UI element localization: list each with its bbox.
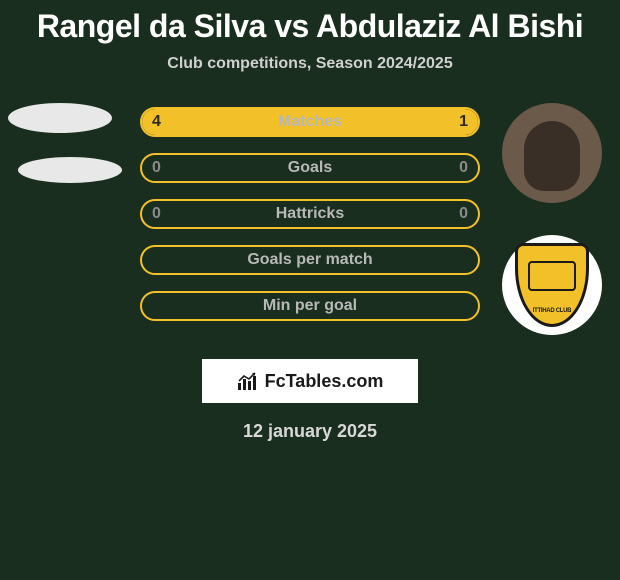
page-title: Rangel da Silva vs Abdulaziz Al Bishi [0, 0, 620, 45]
bar-label: Goals per match [142, 247, 478, 273]
bar-label: Hattricks [142, 201, 478, 227]
player-left-avatar [8, 103, 112, 133]
player-left-club-logo [18, 157, 122, 183]
comparison-chart: Matches41Goals00Hattricks00Goals per mat… [0, 103, 620, 353]
bar-value-left: 0 [152, 155, 161, 181]
page-subtitle: Club competitions, Season 2024/2025 [0, 55, 620, 73]
bar-value-right: 0 [459, 201, 468, 227]
bar-row: Goals0 0 [140, 153, 480, 183]
chart-icon [237, 371, 259, 391]
player-right-club-logo [502, 235, 602, 335]
fctables-logo: FcTables.com [202, 359, 418, 403]
bar-row: Goals per match [140, 245, 480, 275]
bar-row: Matches4 1 [140, 107, 480, 137]
player-right-avatar [502, 103, 602, 203]
bars-container: Matches41Goals00Hattricks00Goals per mat… [140, 107, 480, 337]
bar-row: Min per goal [140, 291, 480, 321]
bar-value-left: 0 [152, 201, 161, 227]
date-text: 12 january 2025 [0, 421, 620, 442]
bar-value-right: 0 [459, 155, 468, 181]
bar-label: Min per goal [142, 293, 478, 319]
bar-value-right: 1 [459, 109, 468, 135]
bar-label: Goals [142, 155, 478, 181]
bar-row: Hattricks0 0 [140, 199, 480, 229]
ittihad-shield-icon [515, 243, 589, 327]
bar-label: Matches [142, 109, 478, 135]
logo-text: FcTables.com [265, 371, 384, 392]
bar-value-left: 4 [152, 109, 161, 135]
